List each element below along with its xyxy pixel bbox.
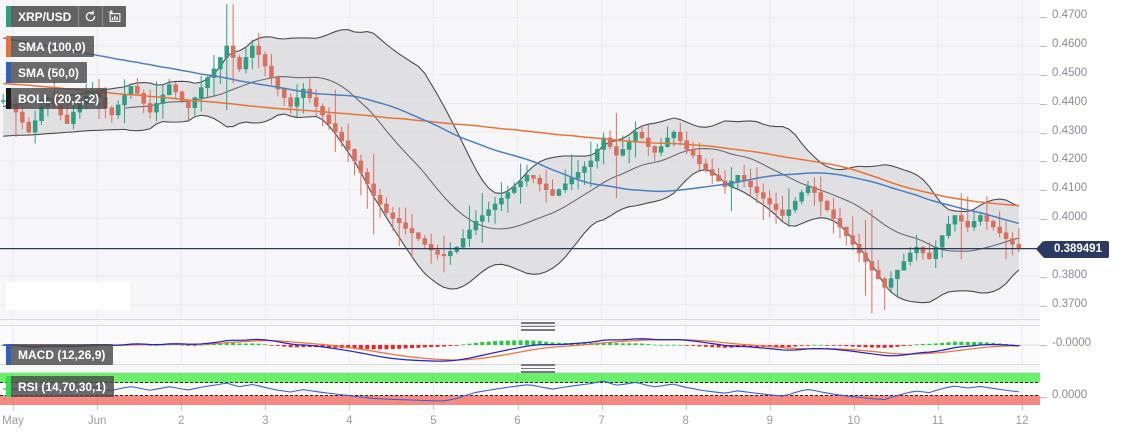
price-axis[interactable]: 0.4700 0.4600 0.4500 0.4400 0.4300 0.4200 0.41… xyxy=(1036,0,1148,436)
time-tick-label: 8 xyxy=(682,415,689,427)
rsi-tick-label: 0.0000 xyxy=(1052,389,1088,401)
time-tick-label: 6 xyxy=(514,415,521,427)
axis-tick-mark xyxy=(1040,397,1047,398)
price-chart-panel[interactable] xyxy=(0,0,1040,320)
time-tick-mark xyxy=(937,405,939,410)
price-tick-mark xyxy=(1040,103,1047,105)
price-tick-mark xyxy=(1040,17,1047,19)
legend-symbol[interactable]: XRP/USD xyxy=(6,6,127,27)
legend-boll-swatch xyxy=(6,88,11,109)
time-tick-label: 9 xyxy=(766,415,773,427)
time-tick-mark xyxy=(685,405,687,410)
time-tick-mark xyxy=(853,405,855,410)
legend-macd[interactable]: MACD (12,26,9) xyxy=(6,344,114,365)
rsi-plot[interactable] xyxy=(0,373,1040,405)
legend-boll[interactable]: BOLL (20,2,-2) xyxy=(6,88,108,109)
macd-plot[interactable] xyxy=(0,326,1040,364)
price-tick-mark xyxy=(1040,75,1047,76)
price-tick-mark xyxy=(1040,46,1047,48)
time-tick-label: 4 xyxy=(346,415,353,427)
time-tick-label: 7 xyxy=(598,415,605,427)
time-tick-mark xyxy=(265,405,267,410)
axis-tick-mark xyxy=(1040,345,1047,346)
legend-rsi-label: RSI (14,70,30,1) xyxy=(18,379,107,394)
price-tick-mark xyxy=(1040,132,1047,134)
time-axis[interactable]: May Jun 2 3 4 5 6 7 8 9 10 11 12 xyxy=(0,405,1040,436)
time-tick-mark xyxy=(433,405,435,410)
price-plot[interactable] xyxy=(0,0,1040,319)
refresh-icon[interactable] xyxy=(78,6,102,27)
time-tick-mark xyxy=(181,405,183,410)
legend-rsi[interactable]: RSI (14,70,30,1) xyxy=(6,376,115,397)
price-tick-mark xyxy=(1040,305,1047,307)
price-tick-mark xyxy=(1040,276,1047,278)
legend-sma100[interactable]: SMA (100,0) xyxy=(6,36,94,57)
time-tick-label: May xyxy=(2,415,24,427)
rsi-panel[interactable] xyxy=(0,372,1040,405)
price-tick-label: 0.4200 xyxy=(1052,153,1088,166)
price-tick-mark xyxy=(1040,219,1047,221)
price-tick-label: 0.4000 xyxy=(1052,211,1088,224)
legend-boll-label: BOLL (20,2,-2) xyxy=(18,91,100,106)
price-tick-label: 0.3800 xyxy=(1052,268,1088,281)
price-tick-mark xyxy=(1040,161,1047,163)
price-tick-label: 0.4600 xyxy=(1052,38,1088,51)
time-tick-label: Jun xyxy=(87,415,107,427)
time-tick-label: 11 xyxy=(931,415,944,427)
price-tick-label: 0.4100 xyxy=(1052,182,1088,195)
legend-sma50[interactable]: SMA (50,0) xyxy=(6,62,87,83)
macd-panel-resize-handle[interactable] xyxy=(521,322,555,331)
price-tick-label: 0.4500 xyxy=(1052,66,1088,79)
price-tick-label: 0.4400 xyxy=(1052,95,1088,108)
legend-rsi-swatch xyxy=(6,376,11,397)
time-tick-mark xyxy=(769,405,771,410)
legend-macd-label: MACD (12,26,9) xyxy=(18,347,106,362)
legend-sma50-label: SMA (50,0) xyxy=(18,65,79,80)
macd-tick-label: -0.0000 xyxy=(1052,337,1092,349)
legend-symbol-swatch xyxy=(6,6,11,27)
price-tick-mark xyxy=(1040,190,1047,192)
time-tick-label: 3 xyxy=(262,415,269,427)
time-tick-label: 5 xyxy=(430,415,437,427)
legend-macd-swatch xyxy=(6,344,11,365)
time-tick-label: 2 xyxy=(177,415,185,427)
current-price-badge[interactable]: 0.389491 xyxy=(1036,240,1109,258)
time-tick-mark xyxy=(1022,405,1023,410)
legend-symbol-label: XRP/USD xyxy=(18,9,72,24)
blank-overlay-box xyxy=(6,282,130,310)
time-tick-label: 10 xyxy=(847,415,861,427)
price-tick-label: 0.4700 xyxy=(1052,9,1088,22)
time-tick-mark xyxy=(13,405,14,410)
price-tick-label: 0.4300 xyxy=(1052,124,1088,137)
time-tick-mark xyxy=(517,405,519,410)
time-tick-label: 12 xyxy=(1015,415,1029,427)
legend-sma50-swatch xyxy=(6,62,11,83)
macd-panel[interactable] xyxy=(0,325,1040,365)
indicator-chart-icon[interactable] xyxy=(102,6,126,27)
time-tick-mark xyxy=(97,405,99,410)
time-tick-mark xyxy=(601,405,603,410)
legend-sma100-swatch xyxy=(6,36,11,57)
legend-sma100-label: SMA (100,0) xyxy=(18,39,86,54)
time-tick-mark xyxy=(349,405,351,410)
rsi-panel-resize-handle[interactable] xyxy=(521,364,555,373)
price-tick-label: 0.3700 xyxy=(1052,297,1088,310)
